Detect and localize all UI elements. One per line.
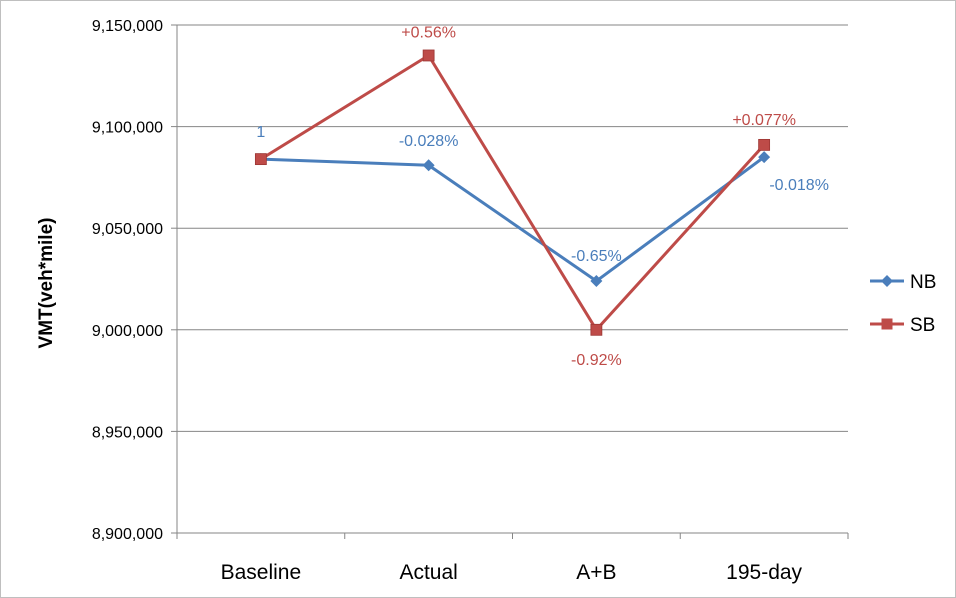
grid-layer bbox=[177, 24, 848, 534]
data-point-nb bbox=[590, 275, 603, 288]
legend-marker-sb bbox=[881, 318, 893, 330]
data-point-nb bbox=[758, 151, 771, 164]
data-label-layer: 1 -0.028% -0.65% -0.018% +0.56% -0.92% +0.077% bbox=[256, 24, 829, 368]
x-tick-label: Actual bbox=[399, 561, 457, 584]
x-tick-label: 195-day bbox=[726, 561, 802, 584]
data-point-sb bbox=[758, 138, 771, 151]
data-label-sb: +0.077% bbox=[732, 112, 796, 129]
legend: NB SB bbox=[870, 272, 936, 336]
legend-marker-nb bbox=[881, 275, 893, 287]
legend-label-nb: NB bbox=[910, 272, 936, 293]
legend-label-sb: SB bbox=[910, 315, 935, 336]
y-axis-title: VMT(veh*mile) bbox=[36, 218, 57, 349]
data-label-sb: -0.92% bbox=[571, 352, 622, 369]
series-layer bbox=[254, 49, 771, 336]
y-tick-label: 8,900,000 bbox=[92, 526, 163, 543]
data-point-sb bbox=[590, 323, 603, 336]
data-label-nb: -0.65% bbox=[571, 248, 622, 265]
series-line-nb bbox=[260, 155, 766, 283]
data-point-sb bbox=[254, 153, 267, 166]
series-line-sb bbox=[260, 53, 766, 332]
data-label-nb: 1 bbox=[256, 124, 265, 141]
data-point-nb bbox=[422, 159, 435, 172]
data-label-nb: -0.028% bbox=[399, 133, 459, 150]
y-tick-label: 9,050,000 bbox=[92, 221, 163, 238]
y-tick-label: 9,150,000 bbox=[92, 18, 163, 35]
data-point-sb bbox=[422, 49, 435, 62]
x-tick-label: A+B bbox=[576, 561, 616, 584]
y-tick-label: 9,100,000 bbox=[92, 120, 163, 137]
data-label-sb: +0.56% bbox=[401, 24, 456, 41]
y-tick-label: 8,950,000 bbox=[92, 424, 163, 441]
x-tick-label: Baseline bbox=[221, 561, 302, 584]
y-tick-label: 9,000,000 bbox=[92, 323, 163, 340]
axis-layer: 8,900,000 8,950,000 9,000,000 9,050,000 9,10… bbox=[92, 18, 849, 584]
data-label-nb: -0.018% bbox=[769, 177, 829, 194]
